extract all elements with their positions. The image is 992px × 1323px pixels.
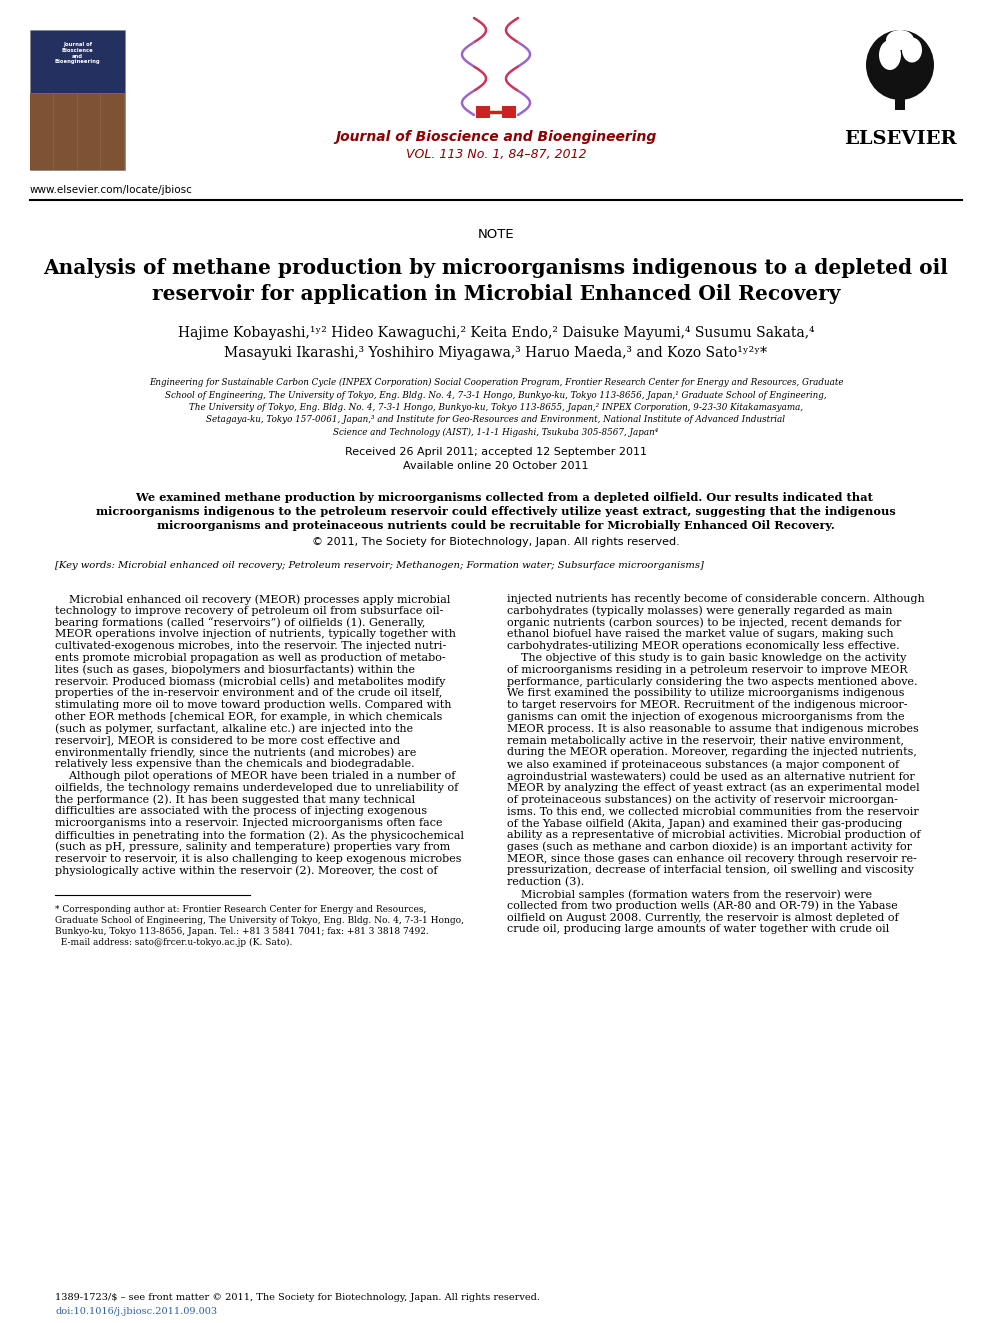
Text: NOTE: NOTE — [478, 228, 514, 241]
Text: reservoir for application in Microbial Enhanced Oil Recovery: reservoir for application in Microbial E… — [152, 284, 840, 304]
Text: Journal of
Bioscience
and
Bioengineering: Journal of Bioscience and Bioengineering — [55, 42, 100, 65]
Text: The University of Tokyo, Eng. Bldg. No. 4, 7-3-1 Hongo, Bunkyo-ku, Tokyo 113-865: The University of Tokyo, Eng. Bldg. No. … — [188, 404, 804, 411]
Text: www.elsevier.com/locate/jbiosc: www.elsevier.com/locate/jbiosc — [30, 185, 192, 194]
Text: * Corresponding author at: Frontier Research Center for Energy and Resources,: * Corresponding author at: Frontier Rese… — [55, 905, 427, 914]
Text: gases (such as methane and carbon dioxide) is an important activity for: gases (such as methane and carbon dioxid… — [507, 841, 912, 852]
Text: microorganisms into a reservoir. Injected microorganisms often face: microorganisms into a reservoir. Injecte… — [55, 818, 442, 828]
Bar — [77, 94, 100, 132]
Text: oilfield on August 2008. Currently, the reservoir is almost depleted of: oilfield on August 2008. Currently, the … — [507, 913, 899, 922]
Text: Setagaya-ku, Tokyo 157-0061, Japan,³ and Institute for Geo-Resources and Environ: Setagaya-ku, Tokyo 157-0061, Japan,³ and… — [206, 415, 786, 425]
Text: performance, particularly considering the two aspects mentioned above.: performance, particularly considering th… — [507, 676, 918, 687]
Bar — [30, 132, 53, 169]
Text: School of Engineering, The University of Tokyo, Eng. Bldg. No. 4, 7-3-1 Hongo, B: School of Engineering, The University of… — [166, 390, 826, 400]
Text: bearing formations (called “reservoirs”) of oilfields (1). Generally,: bearing formations (called “reservoirs”)… — [55, 618, 426, 628]
Text: Science and Technology (AIST), 1-1-1 Higashi, Tsukuba 305-8567, Japan⁴: Science and Technology (AIST), 1-1-1 Hig… — [333, 429, 659, 437]
Text: reduction (3).: reduction (3). — [507, 877, 584, 888]
Text: carbohydrates-utilizing MEOR operations economically less effective.: carbohydrates-utilizing MEOR operations … — [507, 642, 900, 651]
Text: difficulties are associated with the process of injecting exogenous: difficulties are associated with the pro… — [55, 807, 428, 816]
Text: Available online 20 October 2011: Available online 20 October 2011 — [404, 460, 588, 471]
Text: Microbial enhanced oil recovery (MEOR) processes apply microbial: Microbial enhanced oil recovery (MEOR) p… — [55, 594, 450, 605]
Text: lites (such as gases, biopolymers and biosurfactants) within the: lites (such as gases, biopolymers and bi… — [55, 664, 415, 675]
Text: ethanol biofuel have raised the market value of sugars, making such: ethanol biofuel have raised the market v… — [507, 630, 894, 639]
Text: physiologically active within the reservoir (2). Moreover, the cost of: physiologically active within the reserv… — [55, 865, 437, 876]
Text: isms. To this end, we collected microbial communities from the reservoir: isms. To this end, we collected microbia… — [507, 807, 919, 816]
Bar — [30, 94, 53, 132]
Text: Graduate School of Engineering, The University of Tokyo, Eng. Bldg. No. 4, 7-3-1: Graduate School of Engineering, The Univ… — [55, 917, 464, 925]
Text: E-mail address: sato@frcer.u-tokyo.ac.jp (K. Sato).: E-mail address: sato@frcer.u-tokyo.ac.jp… — [55, 938, 293, 947]
Text: Received 26 April 2011; accepted 12 September 2011: Received 26 April 2011; accepted 12 Sept… — [345, 447, 647, 456]
Text: MEOR operations involve injection of nutrients, typically together with: MEOR operations involve injection of nut… — [55, 630, 456, 639]
Text: properties of the in-reservoir environment and of the crude oil itself,: properties of the in-reservoir environme… — [55, 688, 442, 699]
Bar — [101, 132, 124, 169]
Bar — [895, 65, 905, 110]
Text: The objective of this study is to gain basic knowledge on the activity: The objective of this study is to gain b… — [507, 654, 907, 663]
Ellipse shape — [879, 40, 901, 70]
Text: other EOR methods [chemical EOR, for example, in which chemicals: other EOR methods [chemical EOR, for exa… — [55, 712, 442, 722]
Text: ELSEVIER: ELSEVIER — [843, 130, 956, 148]
Bar — [30, 93, 125, 169]
Text: [Key words: Microbial enhanced oil recovery; Petroleum reservoir; Methanogen; Fo: [Key words: Microbial enhanced oil recov… — [55, 561, 704, 570]
Text: Bunkyo-ku, Tokyo 113-8656, Japan. Tel.: +81 3 5841 7041; fax: +81 3 3818 7492.: Bunkyo-ku, Tokyo 113-8656, Japan. Tel.: … — [55, 927, 429, 937]
Text: oilfields, the technology remains underdeveloped due to unreliability of: oilfields, the technology remains underd… — [55, 783, 458, 792]
Text: reservoir to reservoir, it is also challenging to keep exogenous microbes: reservoir to reservoir, it is also chall… — [55, 853, 461, 864]
Text: reservoir], MEOR is considered to be more cost effective and: reservoir], MEOR is considered to be mor… — [55, 736, 400, 746]
Text: reservoir. Produced biomass (microbial cells) and metabolites modify: reservoir. Produced biomass (microbial c… — [55, 676, 445, 687]
Text: We examined methane production by microorganisms collected from a depleted oilfi: We examined methane production by microo… — [120, 492, 872, 503]
Text: collected from two production wells (AR-80 and OR-79) in the Yabase: collected from two production wells (AR-… — [507, 901, 898, 912]
Text: of microorganisms residing in a petroleum reservoir to improve MEOR: of microorganisms residing in a petroleu… — [507, 664, 908, 675]
Text: microorganisms indigenous to the petroleum reservoir could effectively utilize y: microorganisms indigenous to the petrole… — [96, 505, 896, 517]
Ellipse shape — [866, 30, 934, 101]
Text: of proteinaceous substances) on the activity of reservoir microorgan-: of proteinaceous substances) on the acti… — [507, 795, 898, 806]
Text: Masayuki Ikarashi,³ Yoshihiro Miyagawa,³ Haruo Maeda,³ and Kozo Sato¹ʸ²ʸ*: Masayuki Ikarashi,³ Yoshihiro Miyagawa,³… — [224, 347, 768, 360]
Text: difficulties in penetrating into the formation (2). As the physicochemical: difficulties in penetrating into the for… — [55, 830, 464, 840]
Text: © 2011, The Society for Biotechnology, Japan. All rights reserved.: © 2011, The Society for Biotechnology, J… — [312, 537, 680, 546]
Text: We first examined the possibility to utilize microorganisms indigenous: We first examined the possibility to uti… — [507, 688, 905, 699]
Text: Analysis of methane production by microorganisms indigenous to a depleted oil: Analysis of methane production by microo… — [44, 258, 948, 278]
Text: environmentally friendly, since the nutrients (and microbes) are: environmentally friendly, since the nutr… — [55, 747, 417, 758]
Text: Microbial samples (formation waters from the reservoir) were: Microbial samples (formation waters from… — [507, 889, 872, 900]
Bar — [54, 94, 76, 132]
Text: VOL. 113 No. 1, 84–87, 2012: VOL. 113 No. 1, 84–87, 2012 — [406, 148, 586, 161]
Bar — [30, 30, 125, 169]
Text: (such as polymer, surfactant, alkaline etc.) are injected into the: (such as polymer, surfactant, alkaline e… — [55, 724, 413, 734]
Ellipse shape — [886, 30, 914, 50]
Text: ability as a representative of microbial activities. Microbial production of: ability as a representative of microbial… — [507, 830, 921, 840]
Text: carbohydrates (typically molasses) were generally regarded as main: carbohydrates (typically molasses) were … — [507, 606, 893, 617]
Text: Hajime Kobayashi,¹ʸ² Hideo Kawaguchi,² Keita Endo,² Daisuke Mayumi,⁴ Susumu Saka: Hajime Kobayashi,¹ʸ² Hideo Kawaguchi,² K… — [178, 325, 814, 340]
Text: relatively less expensive than the chemicals and biodegradable.: relatively less expensive than the chemi… — [55, 759, 415, 769]
Text: stimulating more oil to move toward production wells. Compared with: stimulating more oil to move toward prod… — [55, 700, 451, 710]
Text: 1389-1723/$ – see front matter © 2011, The Society for Biotechnology, Japan. All: 1389-1723/$ – see front matter © 2011, T… — [55, 1293, 540, 1302]
Text: Engineering for Sustainable Carbon Cycle (INPEX Corporation) Social Cooperation : Engineering for Sustainable Carbon Cycle… — [149, 378, 843, 388]
Text: MEOR process. It is also reasonable to assume that indigenous microbes: MEOR process. It is also reasonable to a… — [507, 724, 919, 734]
Text: agroindustrial wastewaters) could be used as an alternative nutrient for: agroindustrial wastewaters) could be use… — [507, 771, 915, 782]
Text: organic nutrients (carbon sources) to be injected, recent demands for: organic nutrients (carbon sources) to be… — [507, 618, 902, 628]
Text: microorganisms and proteinaceous nutrients could be recruitable for Microbially : microorganisms and proteinaceous nutrien… — [157, 520, 835, 531]
Text: during the MEOR operation. Moreover, regarding the injected nutrients,: during the MEOR operation. Moreover, reg… — [507, 747, 917, 757]
Text: ents promote microbial propagation as well as production of metabo-: ents promote microbial propagation as we… — [55, 654, 445, 663]
Text: cultivated-exogenous microbes, into the reservoir. The injected nutri-: cultivated-exogenous microbes, into the … — [55, 642, 446, 651]
Text: technology to improve recovery of petroleum oil from subsurface oil-: technology to improve recovery of petrol… — [55, 606, 443, 615]
Text: remain metabolically active in the reservoir, their native environment,: remain metabolically active in the reser… — [507, 736, 904, 746]
Bar — [101, 94, 124, 132]
Text: to target reservoirs for MEOR. Recruitment of the indigenous microor-: to target reservoirs for MEOR. Recruitme… — [507, 700, 908, 710]
Text: pressurization, decrease of interfacial tension, oil swelling and viscosity: pressurization, decrease of interfacial … — [507, 865, 914, 876]
Text: the performance (2). It has been suggested that many technical: the performance (2). It has been suggest… — [55, 795, 415, 806]
Text: MEOR, since those gases can enhance oil recovery through reservoir re-: MEOR, since those gases can enhance oil … — [507, 853, 917, 864]
Text: doi:10.1016/j.jbiosc.2011.09.003: doi:10.1016/j.jbiosc.2011.09.003 — [55, 1307, 217, 1316]
Text: crude oil, producing large amounts of water together with crude oil: crude oil, producing large amounts of wa… — [507, 925, 889, 934]
Bar — [476, 106, 490, 118]
Ellipse shape — [902, 37, 922, 62]
Text: Journal of Bioscience and Bioengineering: Journal of Bioscience and Bioengineering — [335, 130, 657, 144]
Text: of the Yabase oilfield (Akita, Japan) and examined their gas-producing: of the Yabase oilfield (Akita, Japan) an… — [507, 818, 903, 828]
Text: MEOR by analyzing the effect of yeast extract (as an experimental model: MEOR by analyzing the effect of yeast ex… — [507, 783, 920, 794]
Bar — [54, 132, 76, 169]
Text: we also examined if proteinaceous substances (a major component of: we also examined if proteinaceous substa… — [507, 759, 899, 770]
Text: ganisms can omit the injection of exogenous microorganisms from the: ganisms can omit the injection of exogen… — [507, 712, 905, 722]
Bar — [77, 132, 100, 169]
Text: (such as pH, pressure, salinity and temperature) properties vary from: (such as pH, pressure, salinity and temp… — [55, 841, 450, 852]
Text: Although pilot operations of MEOR have been trialed in a number of: Although pilot operations of MEOR have b… — [55, 771, 455, 781]
Text: injected nutrients has recently become of considerable concern. Although: injected nutrients has recently become o… — [507, 594, 925, 605]
Bar — [502, 106, 516, 118]
